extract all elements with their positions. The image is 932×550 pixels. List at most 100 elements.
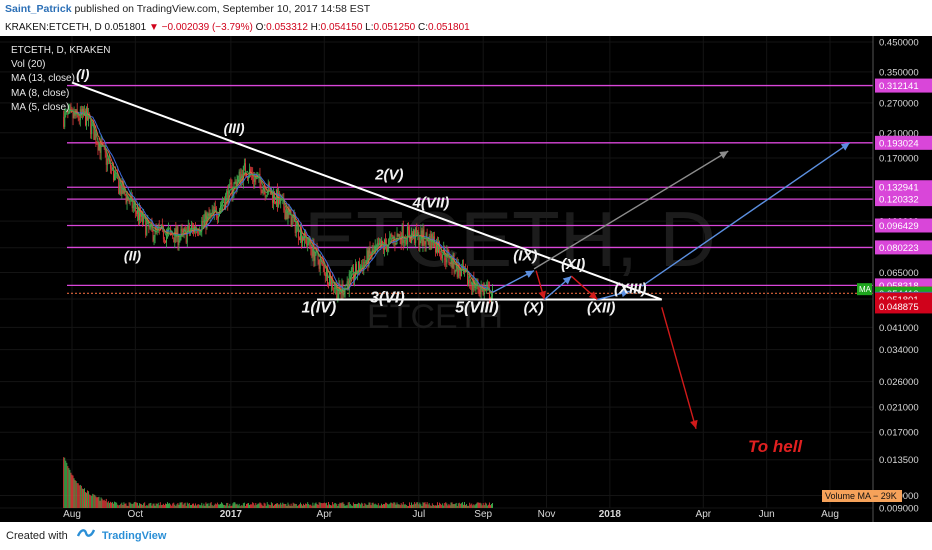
price-tick-label: 0.017000 [879,428,919,439]
candle-body [264,188,266,197]
candle-body [286,211,288,219]
candle-body [326,267,328,284]
candle-body [119,184,121,194]
level-tag-label: 0.096429 [879,221,919,232]
candle-body [67,110,69,114]
candle-body [323,265,325,275]
candle-body [411,233,412,243]
candle-body [135,210,137,215]
candle-body [278,192,280,207]
created-with: Created with [6,530,68,542]
footer: Created with TradingView [0,522,932,550]
candle-body [248,176,249,179]
candle-body [325,267,327,277]
ticker-low-label: L: [365,22,374,33]
candle-body [385,239,387,245]
candle-body [303,237,305,241]
tradingview-brand[interactable]: TradingView [101,530,167,542]
candle-body [395,244,397,245]
candle-body [258,173,260,176]
level-tag [875,192,932,207]
candle-body [391,234,393,237]
candle-body [267,183,269,194]
candle-body [271,191,273,203]
candle-body [182,230,184,233]
candle-body [222,202,224,205]
candle-body [366,250,368,261]
publish-header: Saint_Patrick published on TradingView.c… [0,0,932,19]
wave-label: 1(IV) [301,299,336,316]
price-tag-label: 0.048875 [879,302,919,313]
wave-label: (XI) [561,256,585,273]
time-tick-label: Oct [128,509,144,520]
legend-ma8: MA (8, close) [11,88,69,99]
candle-body [65,112,67,113]
price-tick-label: 0.009000 [879,504,919,515]
candle-body [166,234,167,243]
time-tick-label: Sep [474,509,492,520]
candle-body [216,216,218,219]
candle-body [365,260,367,263]
ticker-high: 0.054150 [320,22,363,33]
candle-body [172,234,174,238]
candle-body [377,243,379,246]
candle-body [442,254,444,259]
candle-body [202,221,204,223]
candle-body [399,234,401,239]
ticker-close-label: C: [418,22,429,33]
candle-body [463,265,464,273]
candle-body [163,239,165,241]
level-tag-label: 0.312141 [879,81,919,92]
candle-body [241,174,243,183]
candle-body [444,247,446,261]
candle-body [486,286,488,288]
candle-body [262,188,264,193]
candle-body [72,110,74,119]
candle-body [315,247,317,255]
candle-body [169,228,171,230]
author-name[interactable]: Saint_Patrick [5,3,72,15]
time-tick-label: Jul [412,509,425,520]
candle-body [155,226,157,229]
ticker-open: 0.053312 [266,22,308,33]
candle-body [470,282,472,284]
chart-area[interactable]: ETCETH, D ETCETH (I) (II) (III) 2(V) 4(VII) 1… [0,36,932,522]
candle-body [426,233,428,240]
candle-body [402,225,404,243]
candle-body [145,216,147,235]
candle-body [343,292,345,296]
candle-body [460,269,462,277]
horizontal-levels [67,84,873,294]
ticker-symbol: KRAKEN:ETCETH, D [5,22,102,33]
candle-body [131,195,133,209]
wave-label: (XII) [587,299,615,316]
ticker-close: 0.051801 [428,22,470,33]
candle-body [63,116,65,127]
price-tag [875,299,932,314]
candle-body [173,237,175,243]
candle-body [98,143,100,151]
level-tag-label: 0.120332 [879,195,919,206]
candle-body [212,209,214,213]
candle-body [294,214,296,233]
candle-body [128,200,130,203]
candle-body [170,228,172,232]
candle-body [268,183,270,188]
candle-body [252,173,254,179]
candle-body [424,241,426,245]
time-tick-label: 2017 [220,509,243,520]
candle-body [410,238,411,243]
candle-body [283,198,285,211]
candle-body [372,249,374,253]
candle-body [472,277,474,291]
blue-target-arrow [641,142,851,287]
blue-target-arrow-head [840,142,850,151]
candle-body [214,207,216,208]
price-tick-label: 0.034000 [879,345,919,356]
wave-arrow-up-head [620,289,630,298]
candle-body [329,275,330,286]
price-chart[interactable]: ETCETH, D ETCETH (I) (II) (III) 2(V) 4(VII) 1… [0,36,932,522]
candle-body [126,196,128,203]
candle-body [238,171,240,177]
candle-body [270,191,272,195]
